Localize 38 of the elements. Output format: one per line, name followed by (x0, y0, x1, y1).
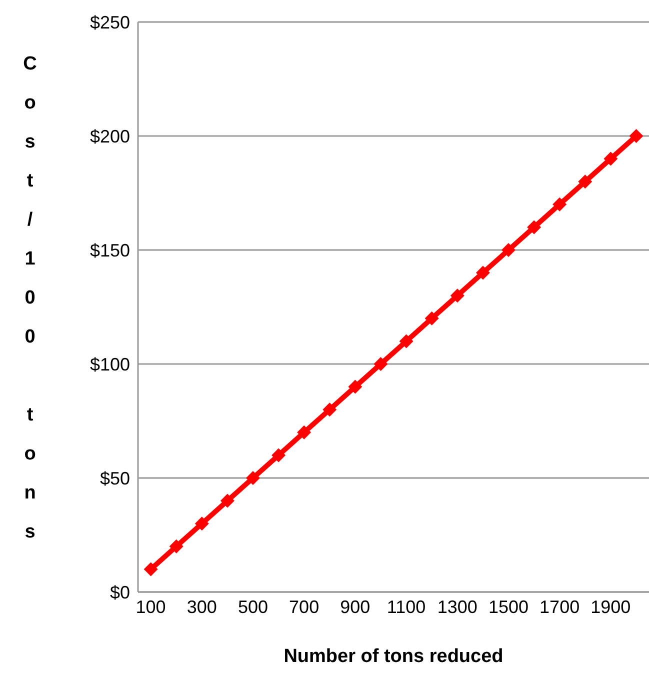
y-tick-label: $100 (90, 354, 130, 374)
y-tick-label: $50 (100, 468, 130, 488)
point (604, 152, 618, 166)
x-tick-label: 1500 (488, 596, 528, 617)
x-tick-label: 300 (186, 596, 217, 617)
point (578, 174, 592, 189)
point (629, 129, 644, 143)
point (450, 288, 464, 303)
point (144, 562, 158, 576)
point (272, 448, 286, 462)
point (374, 357, 388, 371)
point (220, 494, 234, 508)
point (322, 402, 337, 417)
x-tick-label: 100 (136, 596, 166, 617)
y-tick-label: $200 (90, 126, 130, 146)
point (399, 334, 414, 348)
point (501, 243, 516, 257)
x-tick-label: 1100 (386, 596, 426, 617)
y-tick-label: $0 (110, 582, 130, 602)
y-tick-label: $250 (90, 12, 130, 32)
x-tick-label: 500 (238, 596, 268, 617)
x-tick-label: 700 (289, 596, 320, 617)
point (527, 220, 542, 234)
y-axis-title: Cost/100 tons (20, 54, 40, 560)
point (297, 425, 312, 440)
x-tick-label: 1700 (540, 596, 580, 617)
point (424, 311, 439, 326)
x-axis-title: Number of tons reduced (284, 646, 504, 667)
x-tick-label: 900 (340, 596, 370, 617)
x-tick-label: 1300 (437, 596, 478, 617)
point (194, 516, 209, 531)
x-tick-label: 1900 (590, 596, 631, 617)
point (552, 197, 567, 212)
point (476, 266, 490, 280)
point (169, 539, 184, 554)
point (348, 380, 362, 394)
point (246, 471, 260, 485)
y-tick-label: $150 (90, 240, 130, 260)
